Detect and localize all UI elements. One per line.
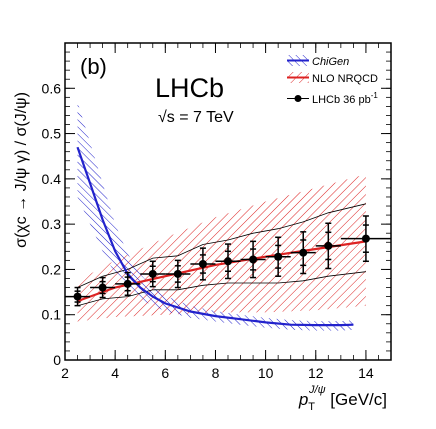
legend-label-nrqcd: NLO NRQCD bbox=[312, 73, 378, 85]
y-tick-label: 0.2 bbox=[42, 261, 62, 277]
y-tick-label: 0.6 bbox=[42, 80, 62, 96]
data-point bbox=[190, 247, 216, 281]
x-tick-label: 2 bbox=[61, 365, 69, 381]
legend-item-nrqcd: NLO NRQCD bbox=[287, 72, 378, 85]
legend: ChiGen NLO NRQCD LHCb 36 pb-1 bbox=[287, 55, 378, 106]
marker bbox=[274, 252, 283, 261]
data-points bbox=[65, 215, 391, 307]
x-tick-label: 4 bbox=[111, 365, 119, 381]
legend-label-chigen: ChiGen bbox=[312, 56, 349, 68]
theory-bands bbox=[77, 101, 366, 331]
lhcb-syst-upper bbox=[77, 203, 366, 288]
y-tick-label: 0.1 bbox=[42, 307, 62, 323]
experiment-label: LHCb bbox=[155, 73, 224, 103]
x-axis-title: pT J/ψ [GeV/c] bbox=[298, 384, 387, 413]
data-point bbox=[315, 222, 341, 270]
data-point bbox=[165, 259, 191, 289]
marker bbox=[98, 283, 107, 292]
marker bbox=[148, 269, 157, 278]
y-axis-title: σ(χc → J/ψ γ) / σ(J/ψ) bbox=[13, 92, 30, 248]
data-point bbox=[290, 231, 316, 275]
legend-label-lhcb-sup: -1 bbox=[371, 91, 379, 100]
nrqcd-curve bbox=[77, 240, 367, 303]
legend-marker-lhcb bbox=[294, 95, 302, 102]
marker bbox=[361, 234, 370, 243]
x-axis-title-main: p bbox=[298, 390, 308, 409]
y-tick-label: 0.3 bbox=[42, 216, 62, 232]
legend-item-chigen: ChiGen bbox=[287, 55, 349, 68]
x-tick-label: 14 bbox=[358, 365, 374, 381]
lhcb-syst-lower bbox=[77, 271, 366, 307]
marker bbox=[299, 248, 308, 257]
marker bbox=[198, 259, 207, 268]
marker bbox=[173, 269, 182, 278]
marker bbox=[73, 292, 82, 301]
data-point bbox=[265, 236, 291, 277]
x-axis-title-sup: J/ψ bbox=[308, 384, 326, 396]
theory-curves bbox=[76, 146, 367, 327]
x-axis-title-sub: T bbox=[308, 401, 315, 413]
x-tick-label: 12 bbox=[308, 365, 324, 381]
panel-label: (b) bbox=[80, 54, 107, 79]
legend-item-lhcb: LHCb 36 pb-1 bbox=[287, 91, 378, 106]
legend-label-lhcb-main: LHCb 36 pb bbox=[312, 94, 371, 106]
x-axis-title-unit: [GeV/c] bbox=[326, 390, 387, 409]
chigen-curve bbox=[76, 146, 354, 327]
y-tick-label: 0.5 bbox=[42, 126, 62, 142]
marker bbox=[324, 241, 333, 250]
y-tick-label: 0 bbox=[53, 352, 61, 368]
x-tick-label: 10 bbox=[258, 365, 274, 381]
marker bbox=[249, 255, 258, 264]
x-tick-label: 8 bbox=[212, 365, 220, 381]
data-point bbox=[215, 243, 241, 280]
marker bbox=[224, 257, 232, 266]
energy-label: √s = 7 TeV bbox=[158, 109, 234, 126]
data-point bbox=[340, 215, 391, 263]
data-point bbox=[140, 260, 166, 288]
data-point bbox=[90, 276, 116, 299]
x-tick-label: 6 bbox=[161, 365, 169, 381]
marker bbox=[123, 279, 132, 288]
data-point bbox=[240, 240, 266, 279]
y-tick-label: 0.4 bbox=[42, 171, 62, 187]
data-point bbox=[115, 271, 141, 296]
legend-label-lhcb: LHCb 36 pb-1 bbox=[312, 91, 378, 106]
axes: 0 0.1 0.2 0.3 0.4 0.5 0.6 2 4 6 8 10 12 14 bbox=[42, 42, 392, 381]
